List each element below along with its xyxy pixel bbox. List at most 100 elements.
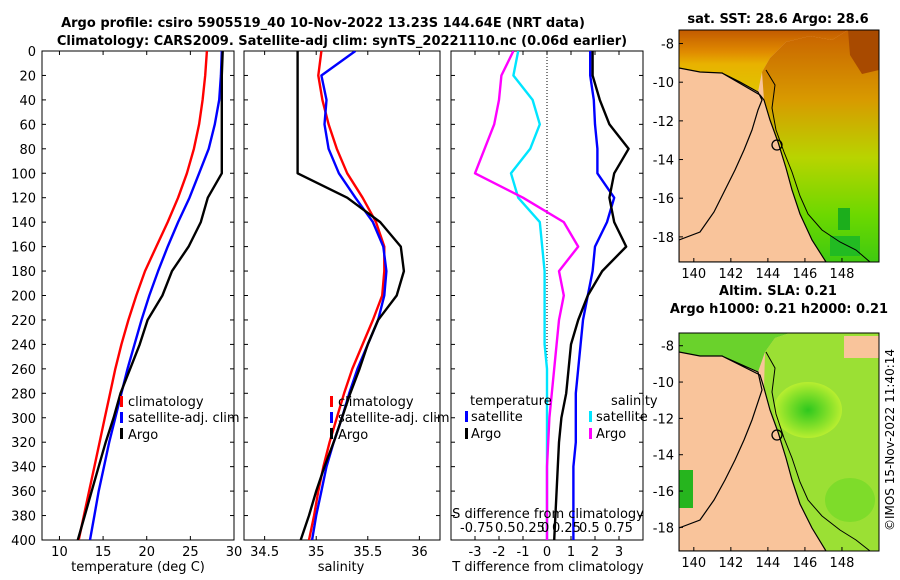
shelf-contour xyxy=(765,69,871,262)
cape-york-coastline xyxy=(679,72,827,262)
map-y-tick-label: -18 xyxy=(653,521,674,536)
x-tick-label: -2 xyxy=(493,545,506,560)
sst-map-title: sat. SST: 28.6 Argo: 28.6 xyxy=(687,12,868,27)
legend-swatch-climatology xyxy=(330,396,333,407)
difference-legend: temperature salinity satellite Argo sate… xyxy=(465,394,658,442)
s-tick-label: 0.5 xyxy=(495,521,516,536)
sst-map: sat. SST: 28.6 Argo: 28.6 140 142 144 146 14… xyxy=(653,12,880,282)
legend-label-t-argo: Argo xyxy=(471,427,501,442)
temperature-panel: 10 15 20 25 30 temperature (deg C) climatolo… xyxy=(41,50,243,575)
sla-map-ticks: 140 142 144 146 148 -8 -10 -12 -14 -16 -18 xyxy=(653,340,855,571)
depth-tick-label: 40 xyxy=(19,94,36,109)
map-x-tick-label: 140 xyxy=(681,267,706,282)
map-y-tick-label: -12 xyxy=(653,115,674,130)
x-tick-label: 3 xyxy=(615,545,623,560)
s-tick-label: 0.25 xyxy=(552,521,581,536)
x-tick-label: 20 xyxy=(138,545,155,560)
x-tick-label: 34.5 xyxy=(250,545,279,560)
x-tick-label: 35.5 xyxy=(353,545,382,560)
series-line-argo xyxy=(76,51,224,540)
sla-anomaly xyxy=(825,478,875,522)
salinity-legend: climatology satellite-adj. clim Argo xyxy=(330,395,450,443)
s-tick-label: 0.75 xyxy=(604,521,633,536)
x-tick-label: 35 xyxy=(308,545,325,560)
float-marker xyxy=(771,139,783,151)
map-x-tick-label: 146 xyxy=(793,556,818,571)
depth-tick-label: 240 xyxy=(11,338,36,353)
s-tick-label: 0.5 xyxy=(579,521,600,536)
depth-tick-label: 340 xyxy=(11,461,36,476)
map-y-tick-label: -14 xyxy=(653,154,674,169)
depth-tick-label: 20 xyxy=(19,69,36,84)
series-line-t-argo xyxy=(553,51,630,540)
s-tick-label: 0 xyxy=(541,521,549,536)
legend-swatch-s-satellite xyxy=(589,411,592,422)
map-x-tick-label: 142 xyxy=(718,556,743,571)
sst-warm-patch xyxy=(848,30,879,74)
difference-xlabel: T difference from climatology xyxy=(451,560,644,575)
depth-tick-label: 360 xyxy=(11,485,36,500)
map-y-tick-label: -10 xyxy=(653,76,674,91)
x-tick-label: 30 xyxy=(226,545,243,560)
x-tick-label: 10 xyxy=(51,545,68,560)
x-tick-label: 15 xyxy=(95,545,112,560)
salinity-lines xyxy=(296,51,406,540)
depth-tick-label: 140 xyxy=(11,216,36,231)
sla-map: Altim. SLA: 0.21 Argo h1000: 0.21 h2000:… xyxy=(653,284,888,571)
temperature-ticks: 10 15 20 25 30 xyxy=(42,50,243,560)
cape-york-coastline xyxy=(679,355,827,551)
x-tick-label: 2 xyxy=(591,545,599,560)
x-tick-label: 0 xyxy=(543,545,551,560)
legend-label-argo: Argo xyxy=(128,428,158,443)
series-line-climatology xyxy=(307,51,386,540)
depth-tick-label: 180 xyxy=(11,265,36,280)
map-x-tick-label: 140 xyxy=(681,556,706,571)
sst-map-ticks: 140 142 144 146 148 -8 -10 -12 -14 -16 -18 xyxy=(653,38,855,282)
sla-water-north xyxy=(679,333,790,372)
sst-water-north xyxy=(679,30,848,92)
legend-label-satellite: satellite-adj. clim xyxy=(128,411,240,426)
legend-swatch-t-argo xyxy=(465,428,468,439)
map-y-tick-label: -10 xyxy=(653,376,674,391)
coastline xyxy=(679,67,723,74)
legend-label-climatology: climatology xyxy=(338,395,414,410)
map-y-tick-label: -12 xyxy=(653,412,674,427)
legend-label-t-satellite: satellite xyxy=(471,410,523,425)
salinity-xlabel: salinity xyxy=(318,560,365,575)
title-line-2: Climatology: CARS2009. Satellite-adj cli… xyxy=(57,34,627,49)
map-y-tick-label: -16 xyxy=(653,192,674,207)
legend-swatch-satellite xyxy=(330,412,333,423)
legend-label-s-argo: Argo xyxy=(596,427,626,442)
depth-tick-label: 0 xyxy=(28,45,36,60)
s-tick-label: 0.25 xyxy=(516,521,545,536)
map-y-tick-label: -14 xyxy=(653,449,674,464)
legend-swatch-argo xyxy=(120,428,123,439)
legend-swatch-t-satellite xyxy=(465,411,468,422)
title-line-1: Argo profile: csiro 5905519_40 10-Nov-20… xyxy=(61,16,585,31)
difference-panel: -3 -2 -1 0 1 2 3 T difference from climatology… xyxy=(450,50,658,575)
legend-label-climatology: climatology xyxy=(128,395,204,410)
map-y-tick-label: -8 xyxy=(661,38,674,53)
sla-green-patch xyxy=(679,470,693,508)
legend-label-s-satellite: satellite xyxy=(596,410,648,425)
depth-tick-label: 260 xyxy=(11,363,36,378)
depth-tick-label: 320 xyxy=(11,436,36,451)
sla-high-anomaly xyxy=(774,382,842,438)
depth-tick-label: 100 xyxy=(11,167,36,182)
x-tick-label: -3 xyxy=(469,545,482,560)
temperature-legend: climatology satellite-adj. clim Argo xyxy=(120,395,240,443)
coastline xyxy=(679,351,722,357)
legend-swatch-s-argo xyxy=(589,428,592,439)
sst-green-patch xyxy=(830,236,860,256)
salinity-ticks: 34.5 35 35.5 36 xyxy=(244,50,440,560)
difference-lines xyxy=(473,51,630,540)
depth-tick-label: 200 xyxy=(11,290,36,305)
map-x-tick-label: 144 xyxy=(755,267,780,282)
map-x-tick-label: 144 xyxy=(755,556,780,571)
sst-green-patch xyxy=(838,208,850,230)
x-tick-label: -1 xyxy=(517,545,530,560)
depth-tick-label: 380 xyxy=(11,510,36,525)
salinity-axes xyxy=(243,50,441,541)
land xyxy=(844,336,879,358)
